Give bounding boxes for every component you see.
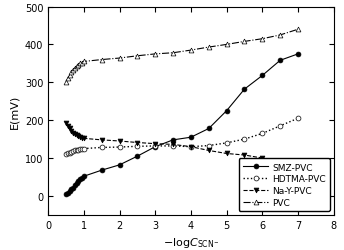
Na-Y-PVC (66, 125, 70, 128)
SMZ-PVC (64, 193, 68, 196)
SMZ-PVC (73, 184, 77, 187)
SMZ-PVC (207, 128, 211, 130)
HDTMA-PVC (64, 153, 68, 156)
Na-Y-PVC (153, 142, 157, 146)
HDTMA-PVC (117, 146, 122, 149)
SMZ-PVC (278, 60, 282, 62)
Line: HDTMA-PVC: HDTMA-PVC (64, 116, 300, 157)
PVC (189, 50, 193, 52)
PVC (69, 72, 73, 75)
PVC (296, 29, 300, 32)
Na-Y-PVC (78, 136, 82, 139)
PVC (75, 66, 79, 68)
PVC (278, 34, 282, 37)
HDTMA-PVC (82, 148, 86, 150)
Legend: SMZ-PVC, HDTMA-PVC, Na-Y-PVC, PVC: SMZ-PVC, HDTMA-PVC, Na-Y-PVC, PVC (238, 158, 330, 212)
SMZ-PVC (69, 188, 73, 191)
PVC (100, 59, 104, 62)
SMZ-PVC (171, 139, 175, 142)
PVC (171, 52, 175, 55)
Line: Na-Y-PVC: Na-Y-PVC (64, 121, 300, 177)
Y-axis label: E(mV): E(mV) (9, 94, 19, 128)
Line: PVC: PVC (64, 28, 300, 84)
X-axis label: $-\mathrm{log}C_{\mathrm{SCN}^{-}}$: $-\mathrm{log}C_{\mathrm{SCN}^{-}}$ (163, 235, 219, 249)
Na-Y-PVC (296, 173, 300, 176)
PVC (66, 78, 70, 81)
HDTMA-PVC (153, 145, 157, 148)
Na-Y-PVC (71, 132, 75, 135)
HDTMA-PVC (73, 149, 77, 152)
HDTMA-PVC (80, 148, 84, 151)
PVC (76, 64, 80, 67)
SMZ-PVC (153, 146, 157, 148)
SMZ-PVC (71, 186, 75, 189)
PVC (78, 62, 82, 66)
Na-Y-PVC (76, 135, 80, 138)
PVC (135, 55, 139, 58)
Na-Y-PVC (278, 166, 282, 169)
HDTMA-PVC (278, 125, 282, 128)
PVC (64, 81, 68, 84)
SMZ-PVC (78, 178, 82, 181)
HDTMA-PVC (100, 146, 104, 149)
Na-Y-PVC (75, 134, 79, 137)
SMZ-PVC (80, 176, 84, 180)
PVC (80, 62, 84, 65)
Na-Y-PVC (243, 154, 247, 157)
PVC (225, 44, 229, 47)
SMZ-PVC (189, 136, 193, 139)
Na-Y-PVC (135, 142, 139, 144)
Na-Y-PVC (171, 143, 175, 146)
HDTMA-PVC (189, 146, 193, 148)
SMZ-PVC (225, 110, 229, 113)
SMZ-PVC (82, 175, 86, 178)
Line: SMZ-PVC: SMZ-PVC (64, 52, 300, 197)
HDTMA-PVC (260, 132, 265, 136)
SMZ-PVC (66, 192, 70, 194)
HDTMA-PVC (67, 152, 72, 155)
HDTMA-PVC (75, 149, 79, 152)
SMZ-PVC (100, 169, 104, 172)
PVC (153, 53, 157, 56)
HDTMA-PVC (225, 142, 229, 145)
Na-Y-PVC (100, 139, 104, 142)
SMZ-PVC (296, 53, 300, 56)
Na-Y-PVC (64, 122, 68, 125)
PVC (82, 61, 86, 64)
Na-Y-PVC (82, 137, 86, 140)
HDTMA-PVC (76, 148, 80, 152)
Na-Y-PVC (69, 130, 73, 133)
HDTMA-PVC (296, 117, 300, 120)
PVC (73, 67, 77, 70)
HDTMA-PVC (243, 138, 247, 141)
HDTMA-PVC (78, 148, 82, 151)
PVC (71, 69, 75, 72)
HDTMA-PVC (71, 150, 75, 153)
PVC (67, 75, 72, 78)
Na-Y-PVC (67, 128, 72, 130)
HDTMA-PVC (66, 152, 70, 156)
SMZ-PVC (117, 164, 122, 167)
Na-Y-PVC (189, 146, 193, 148)
HDTMA-PVC (69, 151, 73, 154)
Na-Y-PVC (80, 136, 84, 140)
SMZ-PVC (243, 88, 247, 91)
Na-Y-PVC (225, 152, 229, 156)
SMZ-PVC (260, 75, 265, 78)
Na-Y-PVC (260, 157, 265, 160)
SMZ-PVC (67, 190, 72, 193)
Na-Y-PVC (117, 140, 122, 143)
Na-Y-PVC (73, 133, 77, 136)
HDTMA-PVC (207, 144, 211, 148)
HDTMA-PVC (135, 145, 139, 148)
PVC (207, 46, 211, 49)
SMZ-PVC (135, 155, 139, 158)
SMZ-PVC (75, 182, 79, 185)
PVC (117, 57, 122, 60)
SMZ-PVC (76, 180, 80, 182)
PVC (243, 41, 247, 44)
HDTMA-PVC (171, 145, 175, 148)
PVC (260, 38, 265, 41)
Na-Y-PVC (207, 149, 211, 152)
